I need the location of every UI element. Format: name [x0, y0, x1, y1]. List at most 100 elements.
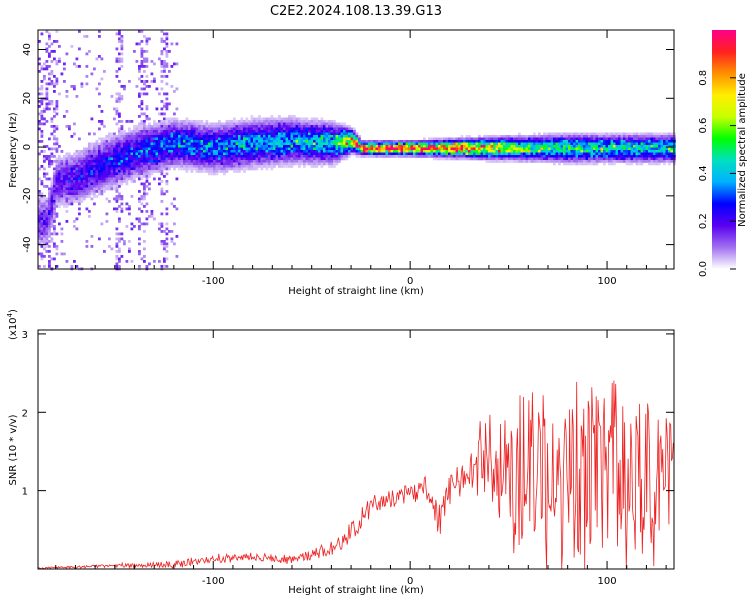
heatmap-cell [385, 155, 389, 158]
heatmap-cell [250, 165, 254, 168]
heatmap-cell [40, 222, 44, 226]
heatmap-cell [585, 137, 589, 141]
heatmap-cell [625, 152, 629, 156]
heatmap-cell [515, 145, 519, 148]
heatmap-cell [163, 230, 166, 233]
heatmap-cell [570, 142, 574, 146]
heatmap-cell [263, 122, 266, 126]
heatmap-cell [233, 130, 236, 133]
heatmap-cell [270, 157, 274, 161]
heatmap-cell [475, 140, 479, 143]
heatmap-cell [540, 135, 544, 138]
heatmap-cell [80, 197, 84, 201]
heatmap-cell [443, 150, 446, 153]
heatmap-cell [170, 230, 174, 233]
heatmap-cell [300, 157, 304, 161]
heatmap-cell [208, 127, 211, 131]
heatmap-cell [140, 202, 144, 206]
heatmap-cell [50, 120, 54, 123]
colorbar-tick-label: 0.6 [698, 118, 709, 134]
heatmap-cell [53, 232, 56, 236]
heatmap-cell [343, 155, 346, 158]
heatmap-cell [290, 125, 294, 128]
heatmap-cell [170, 117, 174, 121]
heatmap-cell [90, 145, 94, 148]
heatmap-cell [580, 132, 584, 136]
heatmap-cell [343, 147, 346, 151]
heatmap-cell [58, 222, 61, 226]
heatmap-cell [55, 205, 59, 208]
heatmap-cell [645, 152, 649, 156]
heatmap-cell [565, 142, 569, 146]
heatmap-cell [190, 132, 194, 136]
heatmap-cell [425, 155, 429, 158]
heatmap-cell [175, 42, 179, 46]
heatmap-cell [250, 137, 254, 141]
heatmap-cell [40, 252, 44, 256]
heatmap-cell [148, 215, 151, 218]
heatmap-cell [88, 180, 91, 183]
heatmap-cell [230, 157, 234, 161]
heatmap-cell [275, 147, 279, 151]
heatmap-cell [618, 137, 621, 141]
heatmap-cell [155, 152, 159, 156]
heatmap-cell [100, 192, 104, 196]
heatmap-cell [180, 130, 184, 133]
heatmap-cell [55, 127, 59, 131]
heatmap-cell [273, 157, 276, 161]
heatmap-cell [115, 255, 119, 258]
heatmap-cell [60, 177, 64, 181]
heatmap-cell [520, 147, 524, 151]
heatmap-cell [210, 130, 214, 133]
heatmap-cell [163, 47, 166, 51]
heatmap-cell [295, 142, 299, 146]
heatmap-cell [635, 160, 639, 163]
heatmap-cell [118, 100, 121, 103]
heatmap-cell [120, 165, 124, 168]
heatmap-cell [145, 125, 149, 128]
heatmap-cell [288, 115, 291, 118]
heatmap-cell [45, 155, 49, 158]
heatmap-cell [635, 137, 639, 141]
heatmap-cell [293, 162, 296, 166]
heatmap-cell [125, 177, 129, 181]
heatmap-cell [190, 140, 194, 143]
heatmap-cell [488, 145, 491, 148]
heatmap-cell [120, 150, 124, 153]
heatmap-cell [90, 182, 94, 186]
heatmap-cell [148, 135, 151, 138]
heatmap-cell [53, 185, 56, 188]
heatmap-cell [90, 180, 94, 183]
heatmap-cell [540, 150, 544, 153]
heatmap-cell [270, 137, 274, 141]
heatmap-cell [660, 157, 664, 161]
heatmap-cell [348, 137, 351, 141]
heatmap-cell [95, 195, 99, 198]
heatmap-cell [208, 165, 211, 168]
heatmap-cell [78, 187, 81, 191]
heatmap-cell [178, 127, 181, 131]
heatmap-cell [183, 140, 186, 143]
heatmap-cell [580, 145, 584, 148]
heatmap-cell [60, 190, 64, 193]
heatmap-cell [118, 135, 121, 138]
heatmap-cell [195, 142, 199, 146]
heatmap-cell [273, 145, 276, 148]
heatmap-cell [160, 240, 164, 243]
heatmap-cell [223, 150, 226, 153]
heatmap-cell [318, 130, 321, 133]
heatmap-cell [450, 150, 454, 153]
heatmap-cell [85, 152, 89, 156]
heatmap-cell [320, 162, 324, 166]
heatmap-cell [328, 142, 331, 146]
heatmap-cell [535, 137, 539, 141]
heatmap-cell [80, 155, 84, 158]
heatmap-cell [243, 165, 246, 168]
heatmap-cell [38, 177, 41, 181]
heatmap-cell [175, 135, 179, 138]
heatmap-cell [335, 122, 339, 126]
heatmap-cell [150, 137, 154, 141]
heatmap-cell [123, 165, 126, 168]
heatmap-cell [155, 132, 159, 136]
heatmap-cell [155, 122, 159, 126]
